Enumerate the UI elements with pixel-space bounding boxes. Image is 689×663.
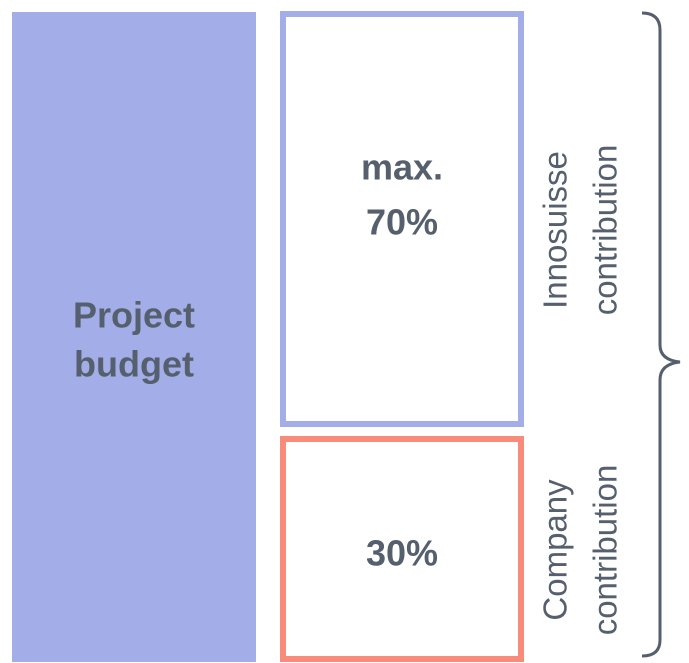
innosuisse-caption: Innosuisse bbox=[537, 151, 574, 309]
brace bbox=[641, 11, 681, 658]
budget-label: budget bbox=[74, 344, 194, 385]
budget-block bbox=[12, 12, 256, 662]
innosuisse-caption: contribution bbox=[587, 145, 624, 316]
innosuisse-box bbox=[280, 11, 524, 427]
company-label: 30% bbox=[366, 533, 438, 574]
innosuisse-label: max. bbox=[361, 147, 443, 188]
company-caption: Company bbox=[537, 479, 574, 621]
company-caption: contribution bbox=[587, 465, 624, 636]
company-box bbox=[280, 436, 524, 662]
budget-label: Project bbox=[73, 295, 195, 336]
innosuisse-label: 70% bbox=[366, 202, 438, 243]
